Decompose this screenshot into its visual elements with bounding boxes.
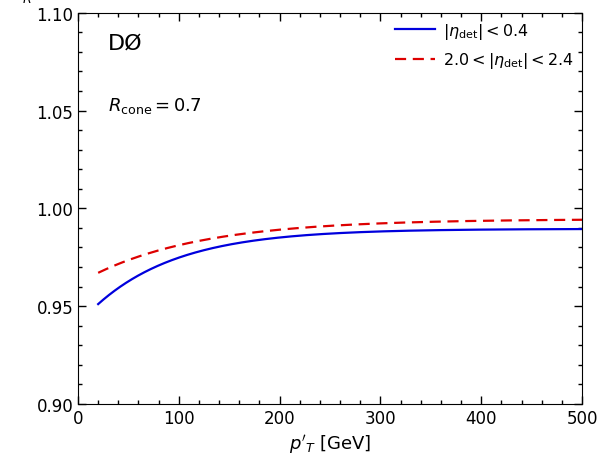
$|\eta_{\mathrm{det}}| < 0.4$: [330, 231, 337, 237]
$2.0 < |\eta_{\mathrm{det}}| < 2.4$: [95, 270, 102, 276]
$2.0 < |\eta_{\mathrm{det}}| < 2.4$: [578, 218, 586, 223]
$|\eta_{\mathrm{det}}| < 0.4$: [564, 227, 571, 232]
$|\eta_{\mathrm{det}}| < 0.4$: [95, 302, 102, 307]
Text: DØ: DØ: [108, 34, 143, 53]
$2.0 < |\eta_{\mathrm{det}}| < 2.4$: [317, 224, 324, 230]
$2.0 < |\eta_{\mathrm{det}}| < 2.4$: [565, 218, 572, 223]
X-axis label: $p'_T$ [GeV]: $p'_T$ [GeV]: [289, 432, 371, 455]
Text: $k_R^{ZS}$: $k_R^{ZS}$: [13, 0, 43, 6]
Legend: $|\eta_{\mathrm{det}}| < 0.4$, $2.0 < |\eta_{\mathrm{det}}| < 2.4$: $|\eta_{\mathrm{det}}| < 0.4$, $2.0 < |\…: [395, 22, 574, 71]
Line: $2.0 < |\eta_{\mathrm{det}}| < 2.4$: $2.0 < |\eta_{\mathrm{det}}| < 2.4$: [98, 220, 582, 273]
$|\eta_{\mathrm{det}}| < 0.4$: [476, 227, 483, 233]
$2.0 < |\eta_{\mathrm{det}}| < 2.4$: [330, 224, 337, 229]
Text: $R_{\mathrm{cone}} = 0.7$: $R_{\mathrm{cone}} = 0.7$: [108, 95, 202, 116]
$|\eta_{\mathrm{det}}| < 0.4$: [578, 227, 586, 232]
$2.0 < |\eta_{\mathrm{det}}| < 2.4$: [564, 218, 571, 223]
$|\eta_{\mathrm{det}}| < 0.4$: [565, 227, 572, 232]
$2.0 < |\eta_{\mathrm{det}}| < 2.4$: [119, 260, 127, 265]
Line: $|\eta_{\mathrm{det}}| < 0.4$: $|\eta_{\mathrm{det}}| < 0.4$: [98, 230, 582, 304]
$2.0 < |\eta_{\mathrm{det}}| < 2.4$: [476, 218, 483, 224]
$|\eta_{\mathrm{det}}| < 0.4$: [119, 283, 127, 288]
$|\eta_{\mathrm{det}}| < 0.4$: [317, 232, 324, 237]
